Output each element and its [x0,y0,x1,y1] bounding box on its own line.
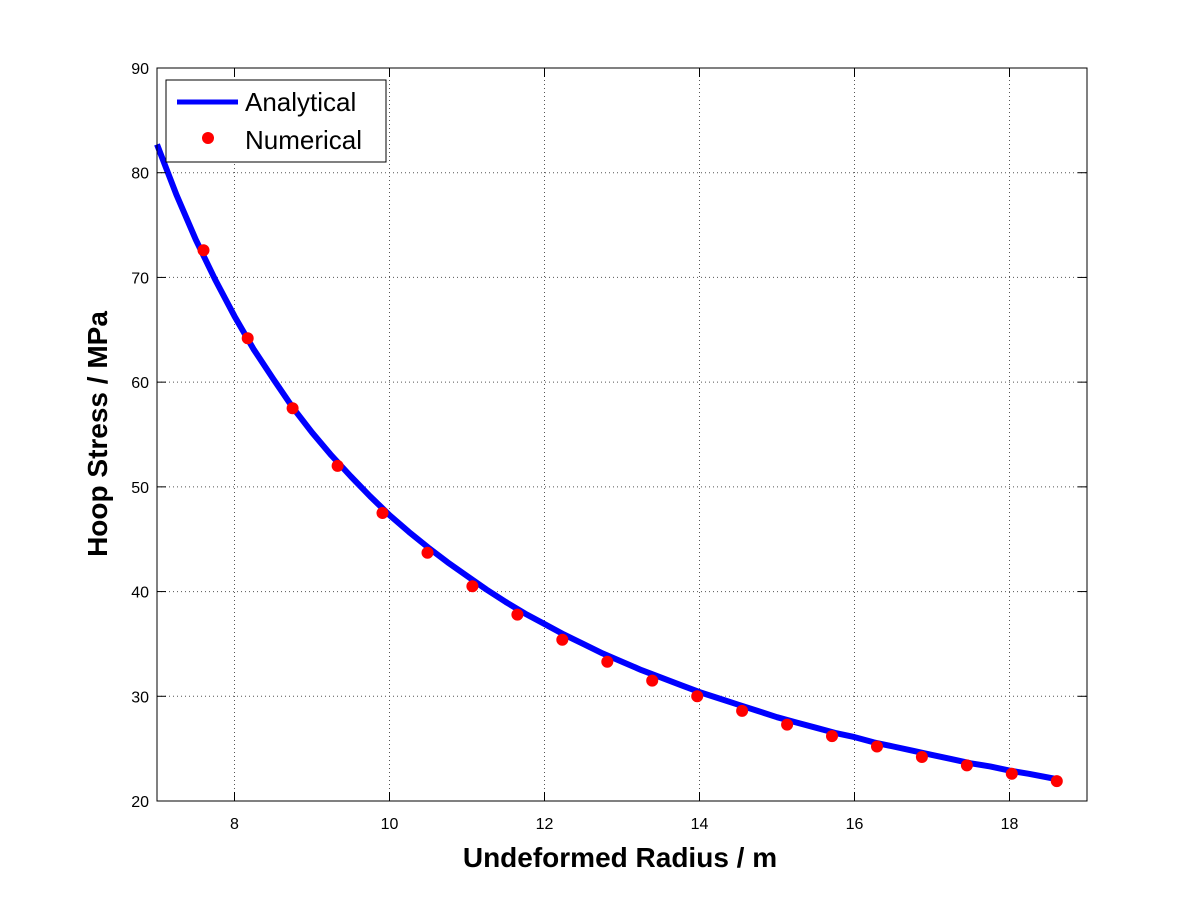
y-tick-label: 70 [131,270,149,287]
numerical-point [286,402,299,415]
x-tick-label: 12 [536,816,554,833]
numerical-point [781,718,794,731]
y-tick-labels: 20 30 40 50 60 70 80 90 [131,61,149,811]
axes-frame [156,67,1088,802]
ticks [157,67,1087,802]
numerical-point [915,751,928,763]
x-tick-label: 18 [1001,816,1019,833]
numerical-point [421,546,434,559]
y-tick-label: 90 [131,61,149,78]
series-layer [154,143,1063,788]
numerical-point [511,608,524,621]
y-tick-label: 40 [131,585,149,602]
legend-numerical-swatch [202,132,214,144]
numerical-point [646,674,659,687]
numerical-point [736,704,749,717]
numerical-point [376,507,389,519]
legend-box [165,79,387,163]
numerical-point [556,633,569,646]
grid-lines [157,68,1087,801]
numerical-point [1050,775,1063,788]
plot-area [157,68,1087,801]
x-tick-label: 16 [846,816,864,833]
legend-numerical-label: Numerical [245,125,362,155]
y-tick-label: 60 [131,375,149,392]
x-tick-labels: 8 10 12 14 16 18 [230,816,1018,833]
x-tick-label: 8 [230,816,239,833]
numerical-point [466,580,479,593]
legend-analytical-label: Analytical [245,87,356,117]
x-tick-label: 14 [691,816,709,833]
y-tick-label: 50 [131,480,149,497]
legend: Analytical Numerical [165,79,387,163]
numerical-point [960,759,973,772]
numerical-point [197,244,210,257]
numerical-point [691,690,704,703]
y-tick-label: 20 [131,794,149,811]
numerical-point [826,730,838,743]
series-analytical-line [154,143,1057,782]
numerical-point [331,459,344,472]
numerical-point [241,332,254,345]
numerical-point [601,655,614,668]
y-tick-label: 80 [131,166,149,183]
y-tick-label: 30 [131,689,149,706]
x-axis-title: Undeformed Radius / m [463,842,777,873]
y-axis-title: Hoop Stress / MPa [82,311,113,557]
numerical-point [871,740,883,753]
x-tick-label: 10 [381,816,399,833]
numerical-point [1005,767,1018,780]
